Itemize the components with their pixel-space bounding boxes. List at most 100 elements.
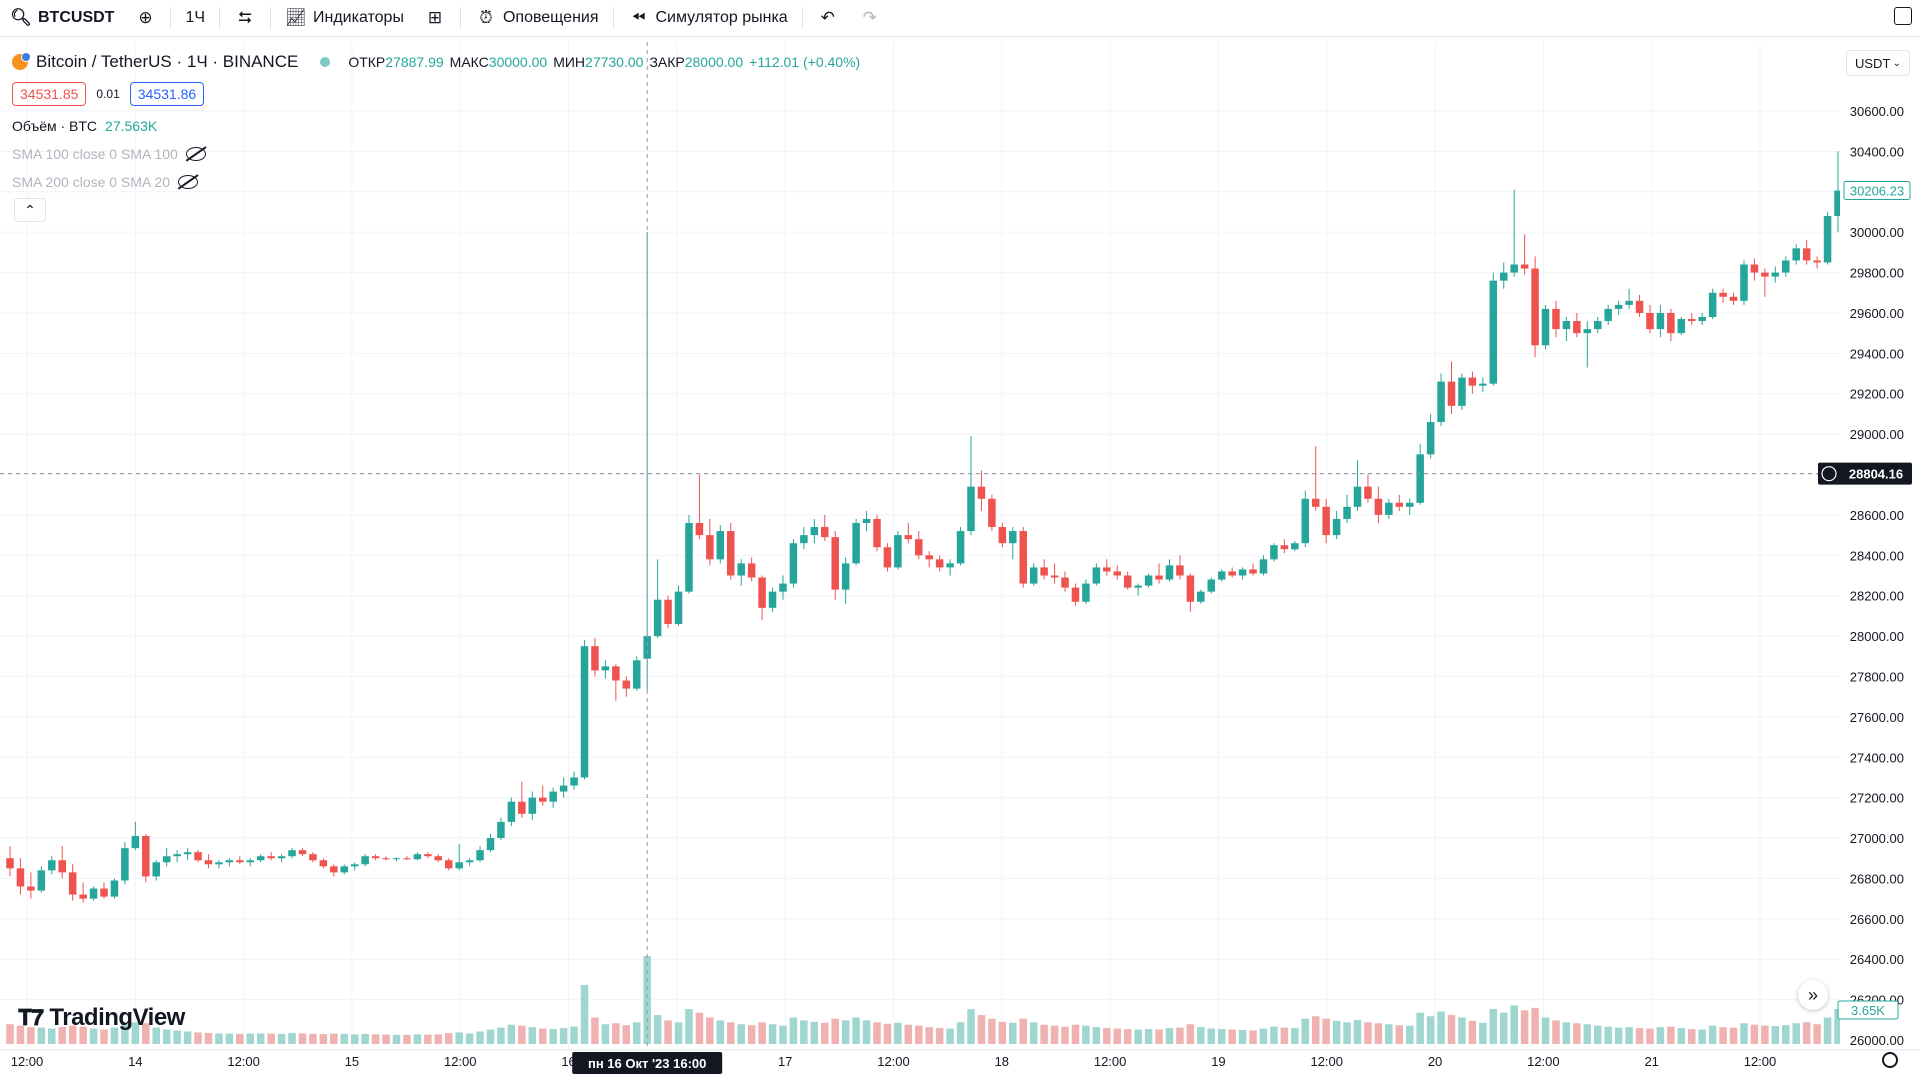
y-tick-label: 30000.00 [1850,225,1904,240]
volume-bar [1374,1023,1383,1044]
candle-body [988,498,996,528]
candle-body [1458,377,1466,406]
legend-title[interactable]: Bitcoin / TetherUS · 1Ч · BINANCE [36,52,299,71]
volume-bar [330,1033,338,1044]
volume-bar [674,1022,683,1044]
candle-body [1687,319,1696,322]
chart-area[interactable]: 12:00 14 12:00 15 12:00 16 12:00 17 12:00 18 12:00… [0,42,1920,1076]
buy-button[interactable]: 34531.86 [129,82,205,106]
volume-bar [1792,1023,1800,1044]
candle-body [768,591,777,608]
eye-off-icon[interactable] [185,147,206,161]
crosshair-price-label: 28804.16 [1849,467,1903,482]
symbol-search-button[interactable]: 🔍︎ BTCUSDT [0,0,124,36]
volume-bar [1385,1024,1393,1044]
chart-legend: Bitcoin / TetherUS · 1Ч · BINANCE ОТКР27… [12,52,860,72]
volume-bar [1656,1027,1665,1044]
candle-body [1050,575,1059,578]
last-volume-box [1837,1000,1899,1020]
candle-body [1082,583,1090,602]
candlestick-chart[interactable]: 12:00 14 12:00 15 12:00 16 12:00 17 12:00 18 12:00… [0,42,1920,1076]
volume-bar [152,1027,161,1044]
volume-bar [1698,1029,1706,1044]
sma200-indicator-legend[interactable]: SMA 200 close 0 SMA 20 [12,174,198,190]
volume-bar [1782,1025,1790,1044]
x-tick-label: 12:00 [444,1054,477,1069]
volume-bar [131,1022,140,1044]
candle-body [977,486,986,499]
indicators-button[interactable]: 📈︎ Индикаторы [275,0,414,36]
candle-body [1144,575,1153,586]
currency-select[interactable]: USDT ⌄ [1846,50,1910,76]
redo-button[interactable]: ↷ [849,0,891,36]
volume-bar [110,1027,119,1044]
candle-body [1468,377,1477,386]
volume-bar [497,1027,505,1044]
candle-body [810,527,819,536]
toolbar-divider [459,7,461,29]
candle-body [444,860,453,869]
market-status-icon[interactable] [320,57,331,67]
double-chevron-right-icon: » [1807,984,1818,1005]
volume-bar [1092,1027,1101,1044]
volume-bar [256,1033,265,1044]
candle-body [747,563,756,578]
last-volume-label: 3.65K [1851,1003,1885,1018]
candle-body [1165,565,1174,580]
candle-body [1489,280,1498,384]
volume-bar [37,1027,46,1044]
fullscreen-icon[interactable] [1894,7,1912,25]
volume-bar [653,1015,662,1044]
open-label: ОТКР [348,54,386,70]
candle-body [852,522,860,564]
tradingview-logo[interactable]: 𝐓𝟕 TradingView [18,1004,185,1032]
candle-body [779,583,787,592]
volume-bar [998,1021,1007,1044]
gear-icon[interactable] [1882,1052,1898,1068]
candle-body [1217,571,1226,580]
compare-symbol-button[interactable]: ⊕ [124,0,166,36]
volume-bar [1144,1029,1153,1044]
eye-off-icon[interactable] [177,175,198,189]
redo-icon: ↷ [862,8,877,27]
volume-bar [1050,1025,1059,1044]
volume-bar [246,1033,255,1044]
alerts-button[interactable]: ⏰︎ Оповещения [465,0,609,36]
volume-bar [1667,1026,1675,1044]
candle-body [142,836,150,877]
y-tick-label: 28600.00 [1850,508,1904,523]
templates-button[interactable]: ⊞ [414,0,456,36]
volume-bar [1719,1027,1727,1044]
candle-body [1614,304,1623,309]
volume-bar [1155,1029,1163,1044]
volume-bar [1802,1022,1811,1044]
volume-bar [1479,1022,1487,1044]
volume-bar [403,1034,411,1044]
candle-body [1040,567,1048,576]
undo-button[interactable]: ↶ [807,0,849,36]
volume-bar [1416,1012,1424,1044]
volume-bar [612,1023,620,1044]
candle-body [935,559,944,568]
candle-body [486,838,495,851]
volume-bar [852,1017,860,1044]
candle-body [841,563,850,590]
chart-type-button[interactable]: ⮀︎ [224,0,266,36]
add-alert-icon [1821,466,1837,482]
scroll-to-realtime-button[interactable]: » [1798,980,1828,1010]
y-tick-label: 29200.00 [1850,387,1904,402]
candle-body [1176,565,1184,576]
interval-button[interactable]: 1Ч [175,0,215,36]
collapse-legend-button[interactable]: ⌃ [14,198,46,222]
sma100-indicator-legend[interactable]: SMA 100 close 0 SMA 100 [12,146,206,162]
candle-body [1750,264,1759,273]
candle-body [1311,498,1320,507]
volume-bar [1614,1027,1623,1044]
toolbar-divider [219,7,220,29]
sell-button[interactable]: 34531.85 [12,82,87,106]
crosshair-time-label: пн 16 Окт '23 16:00 [588,1056,706,1071]
volume-indicator-legend[interactable]: Объём · BTC 27.563K [12,118,157,134]
replay-button[interactable]: ⏪︎ Симулятор рынка [618,0,798,36]
candle-body [1834,190,1842,217]
volume-bar [800,1020,808,1044]
